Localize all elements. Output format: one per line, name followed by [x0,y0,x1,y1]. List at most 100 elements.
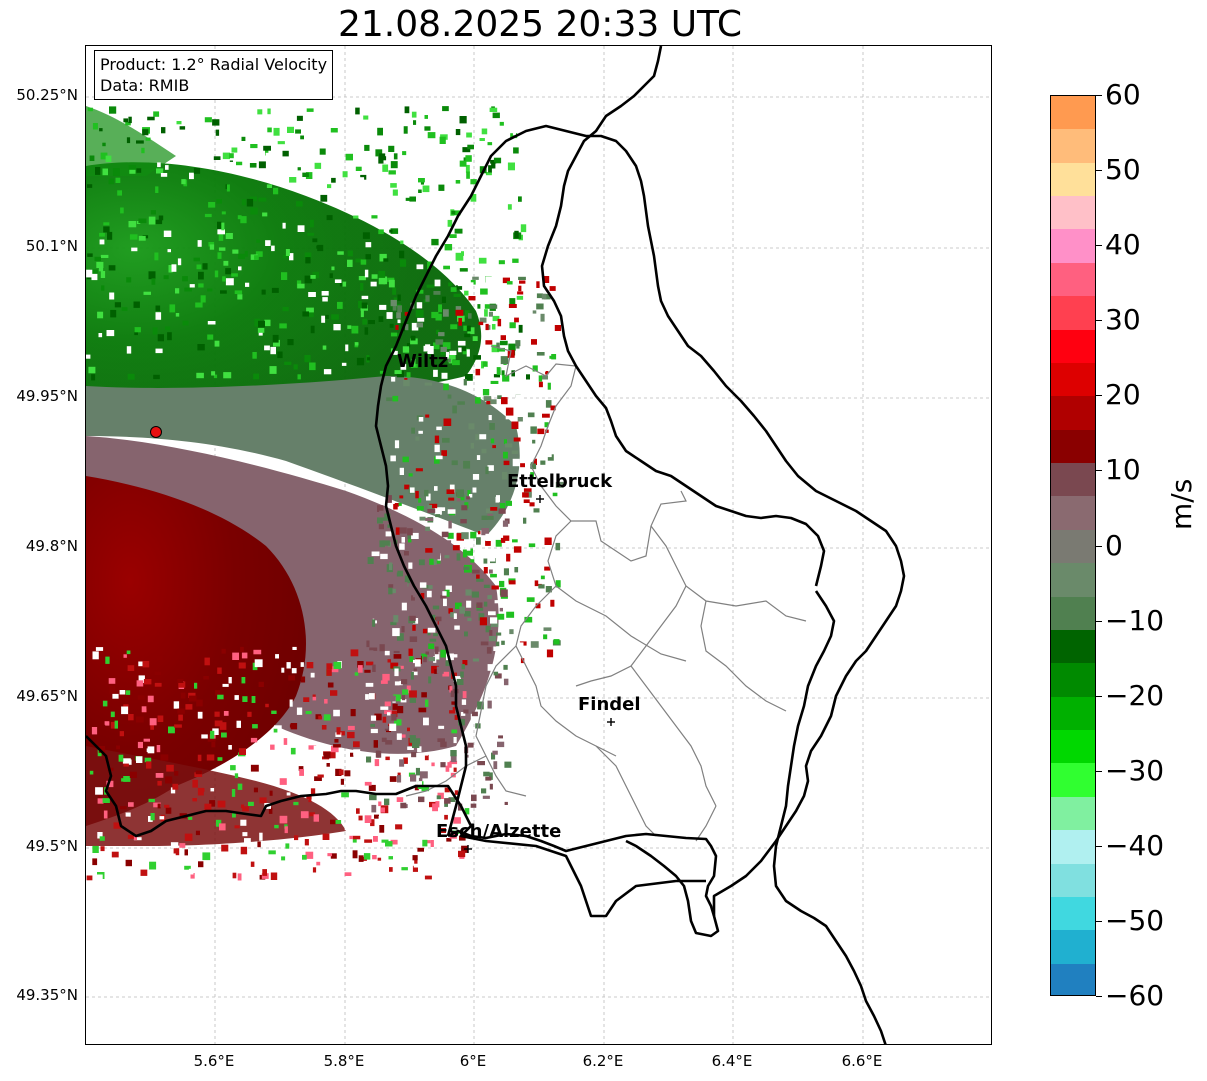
echo-pixel [489,783,493,790]
echo-pixel [412,742,420,748]
echo-pixel [242,696,248,702]
echo-pixel [553,639,560,645]
echo-pixel [188,851,194,855]
echo-pixel [360,259,367,265]
echo-pixel [177,708,185,714]
colorbar-tick-label: 20 [1105,378,1141,412]
echo-pixel [388,695,396,702]
echo-pixel [402,151,407,156]
echo-pixel [178,681,186,688]
echo-pixel [259,832,263,841]
echo-pixel [141,706,147,713]
echo-pixel [492,315,500,322]
echo-pixel [155,219,163,225]
echo-pixel [452,405,457,414]
echo-pixel [404,484,410,490]
echo-pixel [367,557,374,564]
echo-pixel [299,769,304,776]
echo-pixel [394,210,401,219]
echo-pixel [407,528,413,536]
echo-pixel [512,539,518,543]
colorbar-segment [1051,696,1095,732]
echo-pixel [532,310,537,314]
echo-pixel [443,265,450,270]
echo-pixel [475,368,481,376]
echo-pixel [416,545,424,550]
echo-pixel [439,136,446,144]
echo-pixel [189,172,194,180]
echo-pixel [513,546,522,553]
echo-pixel [412,855,418,861]
echo-pixel [447,219,453,227]
echo-pixel [308,794,312,803]
echo-pixel [393,807,398,816]
echo-pixel [417,781,422,785]
echo-pixel [189,858,195,863]
echo-pixel [514,567,519,573]
echo-pixel [472,658,479,662]
echo-pixel [380,807,385,813]
echo-pixel [293,364,298,370]
echo-pixel [476,607,484,611]
echo-pixel [99,128,103,132]
echo-pixel [192,779,198,788]
echo-pixel [234,773,239,779]
echo-pixel [195,830,200,836]
echo-pixel [449,234,457,238]
echo-pixel [466,349,470,357]
echo-pixel [178,860,186,864]
echo-pixel [408,539,412,543]
map-panel[interactable] [85,45,992,1045]
echo-pixel [360,283,364,291]
echo-pixel [387,524,392,528]
echo-pixel [463,641,470,645]
echo-pixel [137,695,145,700]
echo-pixel [337,301,343,309]
echo-pixel [415,129,421,135]
echo-pixel [523,499,530,503]
echo-pixel [200,864,205,872]
echo-pixel [451,729,458,734]
echo-pixel [481,448,487,454]
echo-pixel [448,497,455,501]
echo-pixel [492,112,500,119]
echo-pixel [352,835,361,840]
echo-pixel [370,728,378,734]
echo-pixel [414,858,418,864]
echo-pixel [543,634,548,640]
echo-pixel [426,590,432,598]
echo-pixel [418,707,427,713]
echo-pixel [388,170,396,175]
echo-pixel [125,812,131,817]
echo-pixel [312,271,319,279]
echo-pixel [358,855,364,862]
echo-pixel [118,754,124,762]
echo-pixel [411,752,417,758]
echo-pixel [143,679,152,685]
echo-pixel [465,282,474,287]
echo-pixel [278,159,285,166]
echo-pixel [547,382,551,390]
echo-pixel [483,584,490,588]
echo-pixel [100,254,109,258]
echo-pixel [359,177,365,182]
echo-pixel [345,344,349,352]
echo-pixel [244,250,248,257]
echo-pixel [485,540,491,546]
echo-pixel [319,148,326,155]
echo-pixel [449,484,455,493]
echo-pixel [106,780,114,788]
echo-pixel [383,276,388,285]
echo-pixel [123,654,127,658]
echo-pixel [335,732,342,737]
echo-pixel [284,826,288,834]
echo-pixel [485,533,493,541]
echo-pixel [324,699,328,704]
echo-pixel [100,271,106,278]
echo-pixel [481,788,487,794]
echo-pixel [181,179,186,185]
echo-pixel [395,824,403,830]
echo-pixel [373,836,378,842]
echo-pixel [470,179,477,185]
echo-pixel [238,662,246,669]
